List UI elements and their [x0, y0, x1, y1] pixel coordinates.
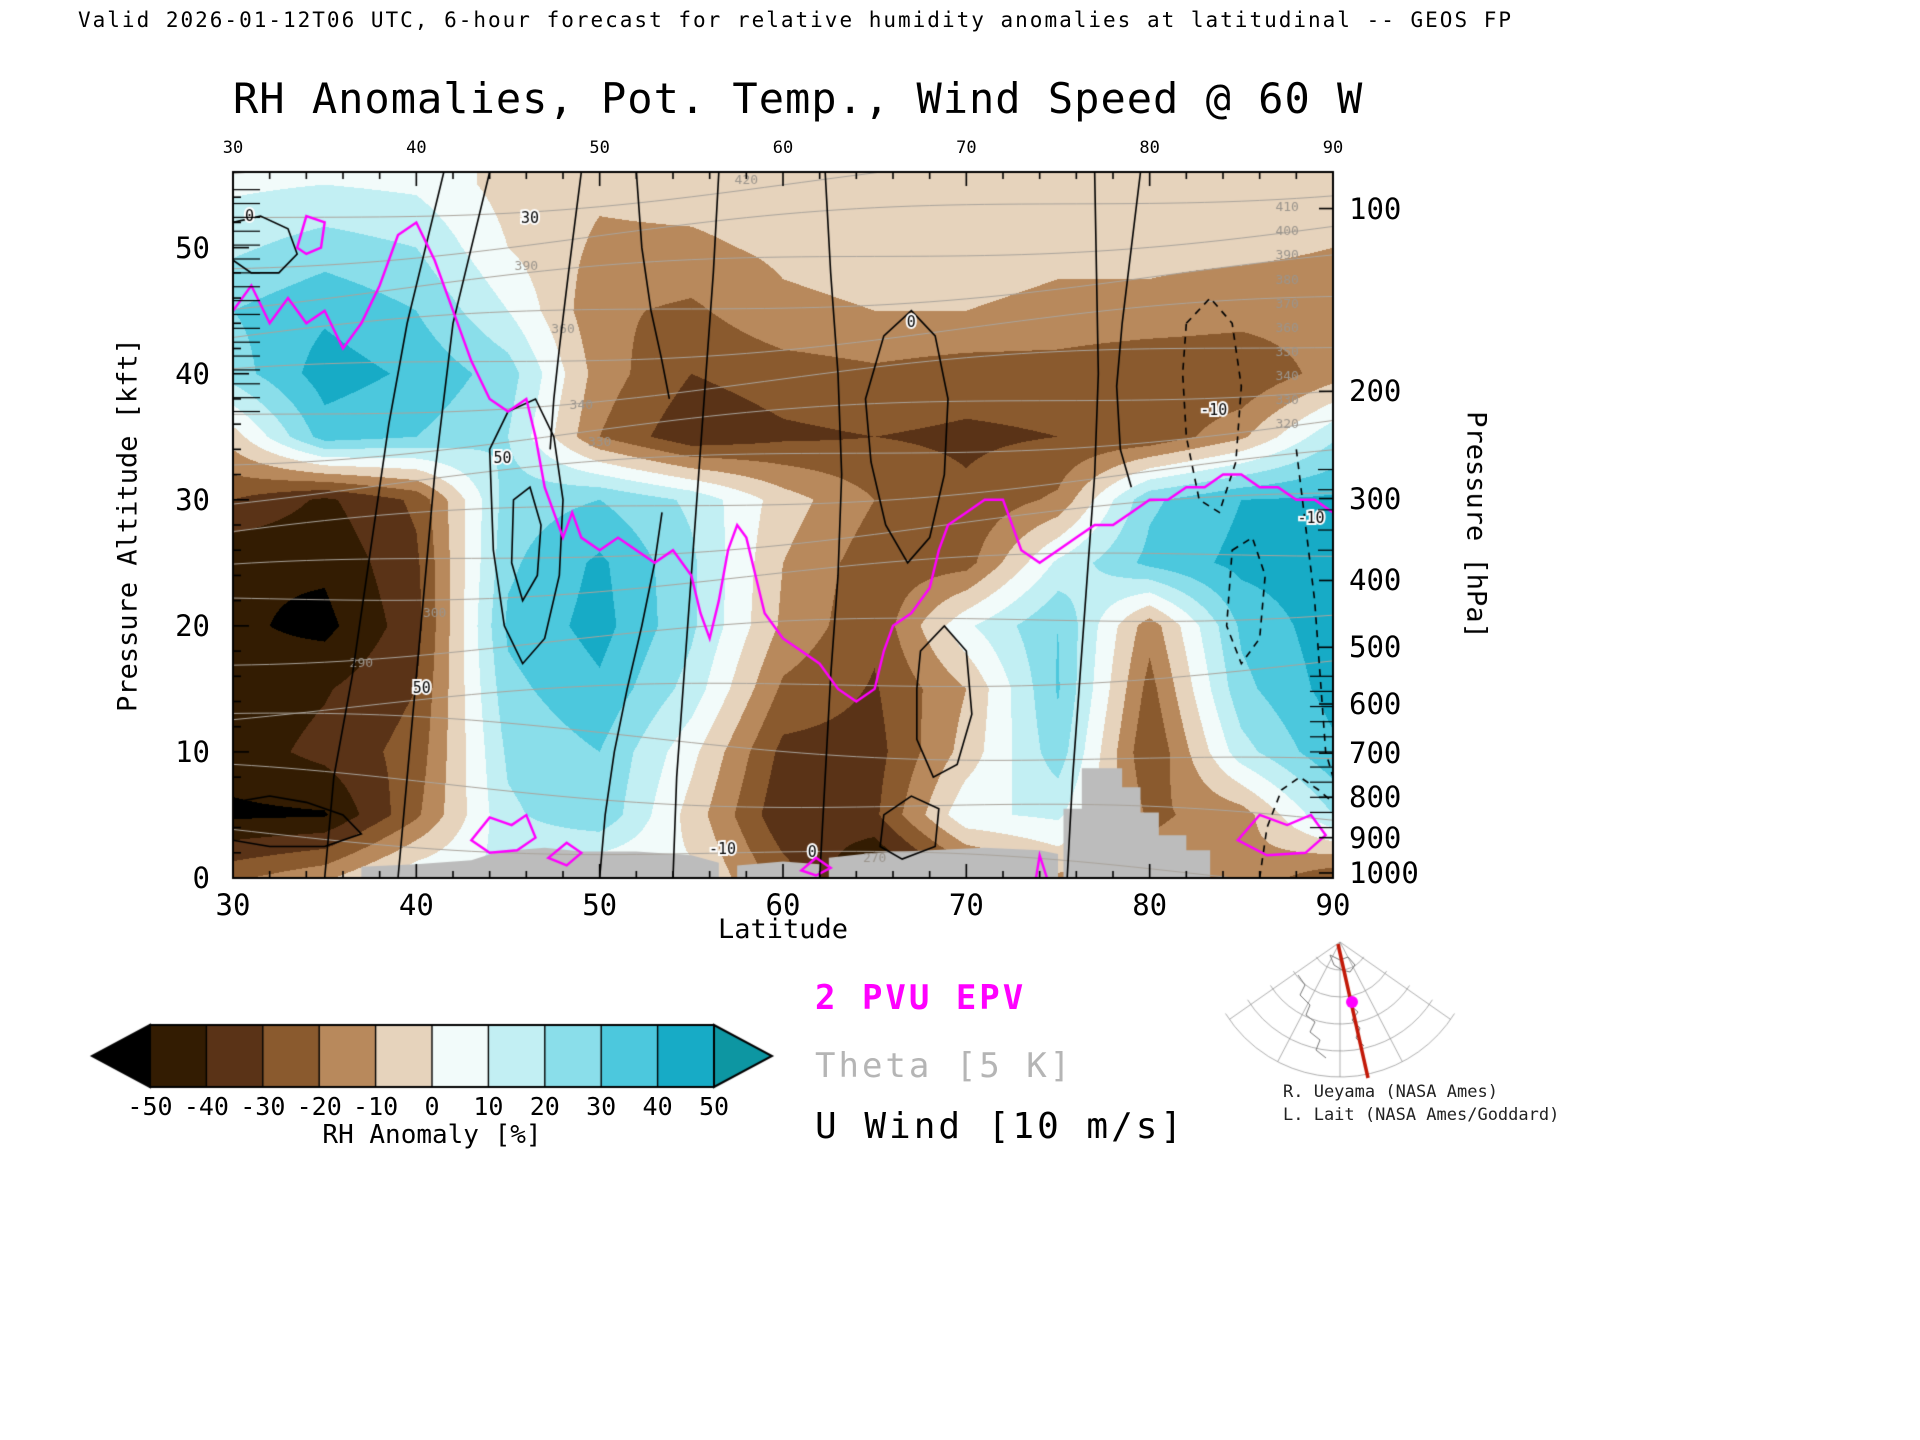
- y-left-axis-title: Pressure Altitude [kft]: [112, 338, 144, 712]
- x-tick-label: 30: [215, 888, 251, 922]
- credit-line-2: L. Lait (NASA Ames/Goddard): [1283, 1105, 1560, 1125]
- y-right-tick-label: 700: [1349, 736, 1402, 771]
- x-top-tick-label: 80: [1139, 138, 1160, 158]
- y-right-tick-label: 400: [1349, 563, 1402, 598]
- y-right-tick-label: 600: [1349, 687, 1402, 722]
- colorbar-tick-label: -10: [353, 1092, 399, 1121]
- y-right-tick-label: 300: [1349, 481, 1402, 516]
- colorbar-tick-label: -30: [240, 1092, 286, 1121]
- colorbar-tick-label: -50: [127, 1092, 173, 1121]
- chart-title: RH Anomalies, Pot. Temp., Wind Speed @ 6…: [233, 74, 1364, 123]
- y-left-tick-label: 10: [175, 734, 210, 769]
- y-left-tick-label: 0: [192, 861, 210, 895]
- x-axis-title: Latitude: [717, 914, 849, 945]
- x-top-tick-label: 90: [1322, 138, 1344, 158]
- colorbar-tick-label: 40: [642, 1092, 673, 1121]
- legend-epv: 2 PVU EPV: [815, 978, 1027, 1018]
- x-top-tick-label: 50: [589, 138, 610, 158]
- colorbar-tick-label: 20: [529, 1092, 560, 1121]
- colorbar-tick-label: -20: [296, 1092, 342, 1121]
- y-left-tick-label: 50: [175, 230, 210, 265]
- y-right-tick-label: 100: [1349, 191, 1402, 226]
- valid-line: Valid 2026-01-12T06 UTC, 6-hour forecast…: [78, 8, 1514, 32]
- credit-line-1: R. Ueyama (NASA Ames): [1283, 1082, 1498, 1102]
- x-top-tick-label: 30: [222, 138, 244, 158]
- x-tick-label: 80: [1132, 888, 1168, 922]
- y-left-tick-label: 30: [175, 482, 210, 517]
- legend-theta: Theta [5 K]: [815, 1046, 1074, 1086]
- y-right-tick-label: 900: [1349, 820, 1402, 855]
- x-tick-label: 70: [948, 888, 984, 922]
- x-top-tick-label: 70: [956, 138, 977, 158]
- y-left-tick-label: 20: [175, 608, 210, 643]
- colorbar-tick-label: 50: [698, 1092, 730, 1121]
- colorbar-tick-label: 10: [473, 1092, 504, 1121]
- colorbar-tick-label: -40: [183, 1092, 229, 1121]
- y-right-tick-label: 1000: [1349, 855, 1419, 890]
- y-right-tick-label: 500: [1349, 630, 1402, 665]
- colorbar-tick-label: 0: [424, 1092, 440, 1121]
- legend-uwind: U Wind [10 m/s]: [815, 1106, 1186, 1147]
- y-right-axis-title: Pressure [hPa]: [1460, 411, 1492, 639]
- x-tick-label: 90: [1315, 888, 1351, 922]
- x-top-tick-label: 40: [406, 138, 427, 158]
- y-right-tick-label: 200: [1349, 374, 1402, 409]
- x-tick-label: 40: [398, 888, 434, 922]
- y-right-tick-label: 800: [1349, 780, 1402, 815]
- x-tick-label: 50: [582, 888, 618, 922]
- x-top-tick-label: 60: [772, 138, 794, 158]
- colorbar-label: RH Anomaly [%]: [322, 1120, 542, 1150]
- y-left-tick-label: 40: [175, 356, 210, 391]
- colorbar-tick-label: 30: [586, 1092, 617, 1121]
- x-tick-label: 60: [765, 888, 801, 922]
